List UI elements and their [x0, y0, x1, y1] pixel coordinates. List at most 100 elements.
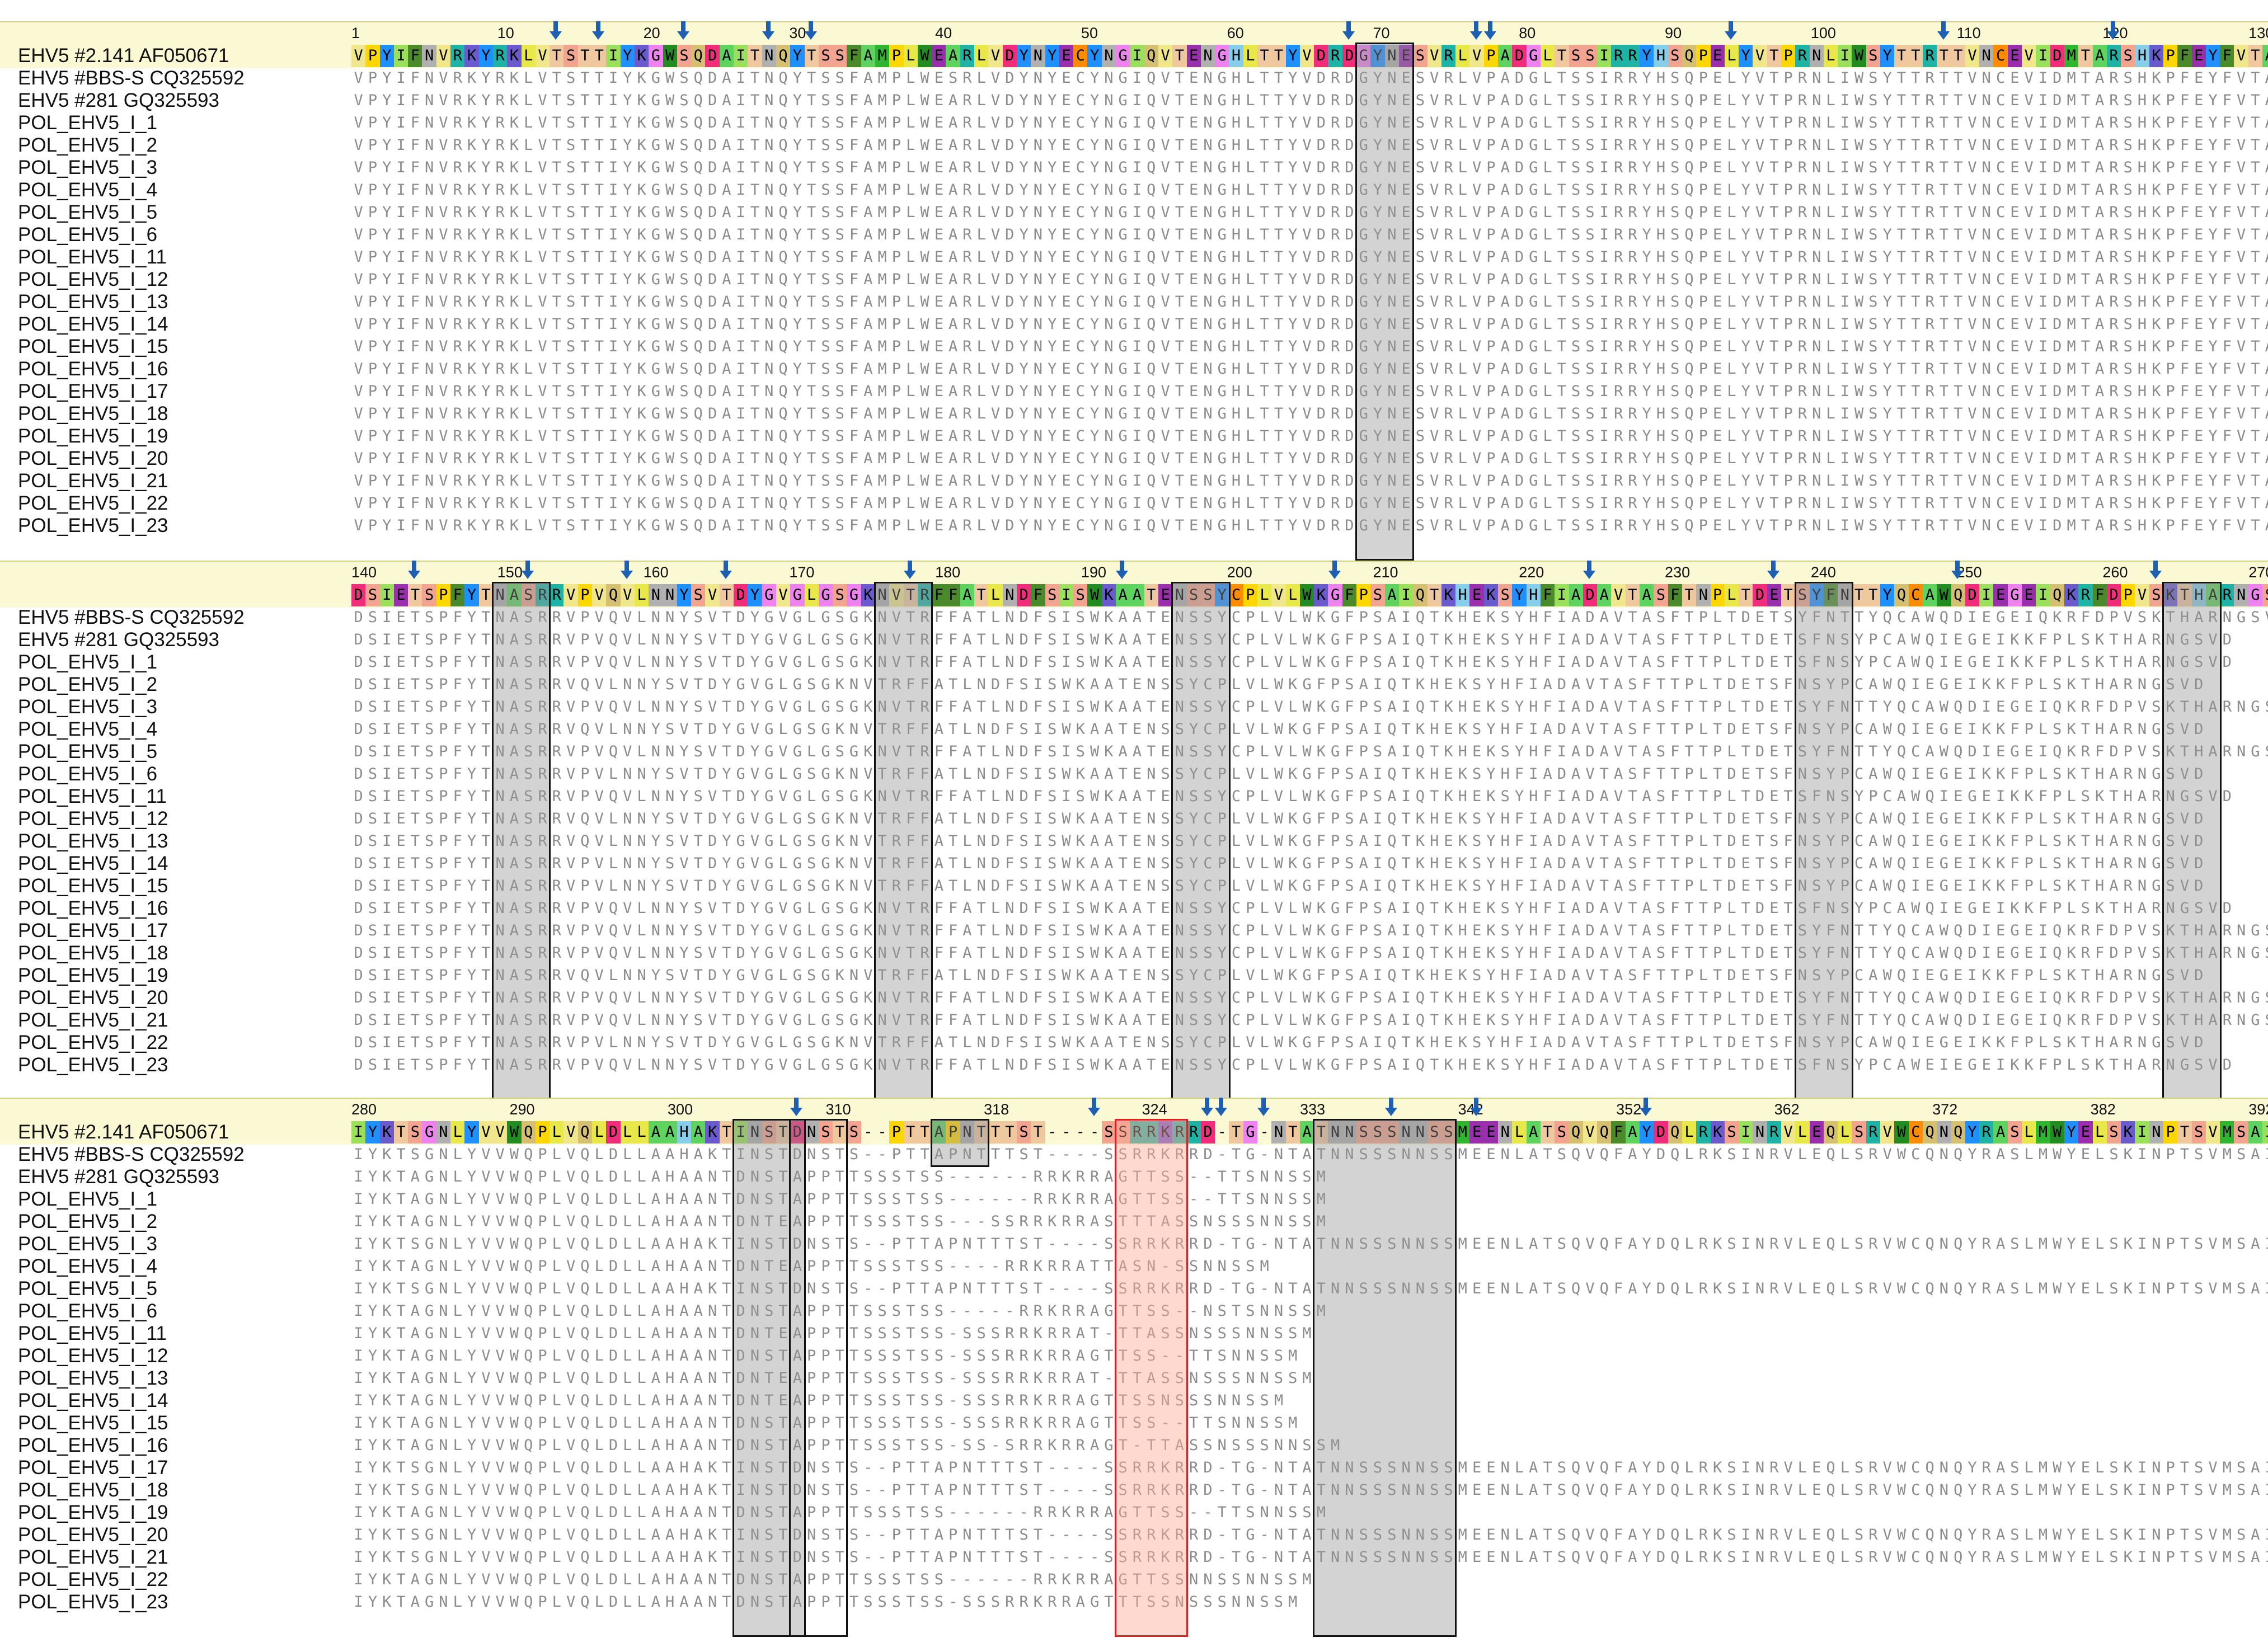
residue: T [1939, 495, 1949, 512]
residue: T [2251, 427, 2260, 445]
residue: A [2095, 383, 2105, 400]
residue: S [679, 137, 689, 154]
residue: D [1514, 159, 1524, 176]
residue: T [481, 810, 491, 827]
residue: T [1656, 721, 1666, 738]
residue: W [665, 69, 675, 87]
residue: N [1175, 653, 1184, 671]
residue: P [436, 584, 451, 606]
residue: Y [679, 698, 689, 716]
residue: I [396, 316, 406, 333]
residue: K [1486, 631, 1496, 648]
residue: S [1868, 159, 1878, 176]
residue: P [368, 405, 378, 422]
residue: R [891, 676, 901, 693]
residue: Q [1147, 137, 1156, 154]
sequence-label: POL_EHV5_I_21 [18, 470, 168, 492]
residue: A [1642, 653, 1651, 671]
residue: R [1628, 137, 1637, 154]
residue: P [891, 383, 901, 400]
residue: L [1543, 226, 1552, 243]
residue: A [1104, 855, 1114, 872]
residue: L [1458, 159, 1467, 176]
residue: S [1797, 653, 1807, 671]
residue: N [1812, 316, 1821, 333]
residue: E [1401, 405, 1411, 422]
residue: N [764, 517, 774, 534]
residue: S [679, 360, 689, 378]
residue: E [396, 877, 406, 895]
residue: K [637, 360, 646, 378]
residue: L [1458, 405, 1467, 422]
residue: W [1274, 676, 1284, 693]
residue: R [495, 450, 505, 467]
residue: D [1514, 92, 1524, 109]
residue: G [1118, 517, 1128, 534]
residue: K [467, 293, 477, 310]
residue: T [2081, 472, 2090, 490]
residue: L [990, 788, 1001, 805]
residue: Y [651, 855, 661, 872]
residue: K [637, 427, 646, 445]
residue: V [1161, 450, 1170, 467]
residue: P [1783, 338, 1793, 355]
residue: S [818, 45, 833, 67]
residue: T [1118, 832, 1128, 850]
residue: W [665, 517, 675, 534]
residue: S [807, 721, 816, 738]
residue: W [1274, 721, 1284, 738]
residue: S [821, 92, 830, 109]
residue: Q [778, 114, 788, 131]
residue: P [368, 293, 378, 310]
residue: F [410, 383, 420, 400]
residue: L [1260, 788, 1269, 805]
residue: E [1995, 698, 2006, 716]
residue: K [509, 159, 519, 176]
residue: F [2180, 495, 2190, 512]
residue: N [651, 698, 661, 716]
residue: R [2109, 450, 2119, 467]
residue: K [2152, 159, 2161, 176]
residue: V [594, 698, 604, 716]
residue: Y [382, 427, 392, 445]
residue: K [1076, 721, 1085, 738]
residue: V [1472, 517, 1482, 534]
residue: Q [778, 271, 788, 288]
residue: T [2251, 383, 2260, 400]
residue: K [637, 293, 646, 310]
residue: F [2180, 69, 2190, 87]
residue: T [1939, 472, 1949, 490]
residue: K [2095, 653, 2105, 671]
residue: A [509, 631, 519, 648]
residue: E [1769, 631, 1779, 648]
residue: L [976, 495, 986, 512]
residue: F [2180, 427, 2190, 445]
residue: Q [1387, 832, 1397, 850]
residue: E [1401, 316, 1411, 333]
residue: Q [1894, 584, 1909, 606]
residue: Y [1826, 721, 1835, 738]
residue: Y [623, 405, 632, 422]
residue: V [1246, 765, 1255, 783]
residue: P [1246, 631, 1255, 648]
residue: V [566, 743, 576, 760]
residue: G [651, 316, 661, 333]
residue: G [2007, 584, 2022, 606]
residue: P [2166, 450, 2175, 467]
residue: Y [481, 316, 491, 333]
residue: D [1755, 631, 1765, 648]
residue: T [552, 405, 561, 422]
residue: L [1727, 743, 1736, 760]
residue: H [1231, 293, 1241, 310]
residue: Y [1642, 137, 1651, 154]
residue: V [1472, 271, 1482, 288]
residue: S [1345, 832, 1354, 850]
residue: N [1203, 450, 1213, 467]
residue: K [637, 495, 646, 512]
residue: V [1472, 316, 1482, 333]
residue: D [707, 69, 717, 87]
residue: N [849, 765, 859, 783]
residue: S [1812, 676, 1821, 693]
residue: T [1939, 204, 1949, 221]
